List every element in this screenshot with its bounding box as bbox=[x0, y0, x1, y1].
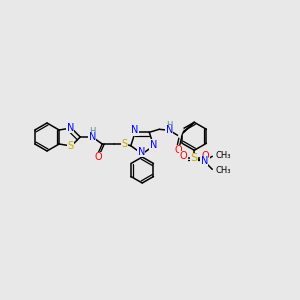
Text: N: N bbox=[131, 125, 139, 135]
Text: CH₃: CH₃ bbox=[215, 151, 231, 160]
Text: O: O bbox=[94, 152, 102, 163]
Text: N: N bbox=[88, 132, 96, 142]
Text: N: N bbox=[67, 123, 74, 133]
Text: S: S bbox=[67, 141, 73, 151]
Text: S: S bbox=[191, 153, 198, 163]
Text: H: H bbox=[166, 121, 172, 130]
Text: N: N bbox=[201, 156, 208, 166]
Text: N: N bbox=[137, 147, 145, 157]
Text: O: O bbox=[179, 151, 187, 161]
Text: N: N bbox=[166, 125, 173, 135]
Text: H: H bbox=[89, 127, 95, 136]
Text: O: O bbox=[175, 145, 182, 155]
Text: N: N bbox=[150, 140, 157, 150]
Text: CH₃: CH₃ bbox=[215, 166, 231, 175]
Text: O: O bbox=[202, 151, 209, 161]
Text: S: S bbox=[121, 139, 127, 149]
